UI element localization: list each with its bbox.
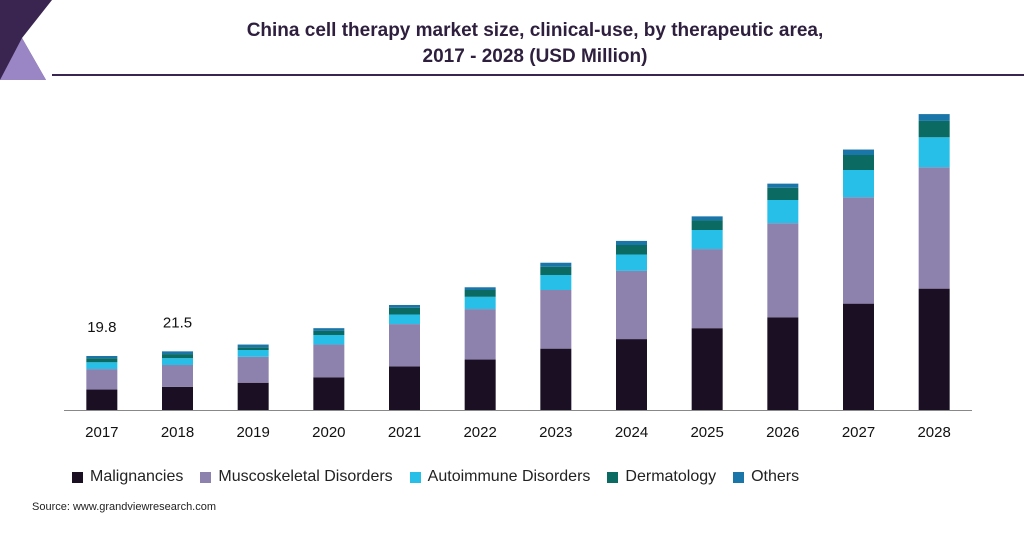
bar-segment-muscoskeletal-disorders-2022 (464, 309, 496, 360)
bar-segment-autoimmune-disorders-2021 (389, 314, 420, 325)
bar-segment-malignancies-2027 (843, 303, 874, 410)
bar-segment-muscoskeletal-disorders-2021 (389, 324, 420, 367)
bar-segment-muscoskeletal-disorders-2028 (918, 167, 950, 289)
legend-swatch (733, 471, 745, 483)
bar-segment-autoimmune-disorders-2019 (237, 350, 269, 357)
legend-item-autoimmune-disorders: Autoimmune Disorders (409, 468, 591, 486)
bar-segment-malignancies-2023 (540, 348, 572, 410)
legend-item-malignancies: Malignancies (72, 468, 183, 486)
bar-segment-dermatology-2023 (540, 266, 572, 275)
x-tick-label-2018: 2018 (161, 424, 194, 441)
x-tick-label-2028: 2028 (917, 424, 950, 441)
bar-segment-others-2021 (389, 305, 420, 308)
bar-segment-muscoskeletal-disorders-2026 (767, 223, 799, 318)
bar-segment-others-2024 (616, 240, 647, 245)
x-tick-label-2026: 2026 (766, 424, 799, 441)
bar-segment-others-2026 (767, 183, 799, 188)
bar-segment-dermatology-2018 (162, 354, 193, 359)
legend-swatch (409, 471, 421, 483)
bar-segment-dermatology-2024 (616, 245, 647, 255)
bar-segment-malignancies-2022 (464, 359, 496, 410)
bar-segment-autoimmune-disorders-2017 (86, 362, 118, 370)
x-tick-label-2023: 2023 (539, 424, 572, 441)
bar-segment-autoimmune-disorders-2018 (162, 358, 193, 365)
bar-segment-autoimmune-disorders-2020 (313, 335, 345, 345)
bar-segment-autoimmune-disorders-2028 (918, 137, 950, 168)
stacked-bar-chart: 2017 2018 2019 2020 2021 2022 2023 2024 2025 2026… (64, 114, 972, 441)
bar-segment-dermatology-2025 (691, 220, 723, 230)
chart-title: China cell therapy market size, clinical… (246, 20, 824, 41)
bar-segment-muscoskeletal-disorders-2020 (313, 344, 345, 378)
x-tick-label-2019: 2019 (236, 424, 269, 441)
bar-segment-malignancies-2024 (616, 339, 647, 410)
bar-segment-autoimmune-disorders-2023 (540, 275, 572, 290)
x-tick-label-2020: 2020 (312, 424, 345, 441)
legend-item-dermatology: Dermatology (607, 468, 716, 486)
data-label-2017: 19.8 (87, 319, 116, 336)
bar-segment-others-2025 (691, 216, 723, 221)
bar-segment-muscoskeletal-disorders-2018 (162, 365, 193, 387)
bar-segment-muscoskeletal-disorders-2017 (86, 369, 118, 390)
bar-segment-others-2020 (313, 328, 345, 331)
bar-segment-autoimmune-disorders-2024 (616, 254, 647, 271)
legend-swatch (72, 471, 83, 483)
bar-segment-others-2017 (86, 356, 118, 359)
bar-segment-autoimmune-disorders-2025 (691, 230, 723, 250)
bar-segment-others-2027 (843, 149, 874, 155)
brand-logo (0, 0, 52, 80)
legend-label: Autoimmune Disorders (427, 468, 591, 485)
bar-segment-malignancies-2020 (313, 377, 345, 410)
bar-segment-dermatology-2026 (767, 187, 799, 200)
bar-segment-malignancies-2025 (691, 328, 723, 410)
bar-segment-malignancies-2017 (86, 389, 118, 410)
logo-light-shape (0, 38, 46, 80)
chart-legend: Malignancies Muscoskeletal Disorders Autoi… (72, 468, 816, 486)
bar-segment-dermatology-2028 (918, 120, 950, 138)
legend-item-others: Others (733, 468, 799, 486)
bar-segment-muscoskeletal-disorders-2024 (616, 270, 647, 340)
legend-item-muscoskeletal-disorders: Muscoskeletal Disorders (200, 468, 393, 486)
bar-segment-muscoskeletal-disorders-2027 (843, 197, 874, 304)
x-tick-label-2025: 2025 (690, 424, 723, 441)
legend-label: Malignancies (90, 468, 184, 485)
bar-segment-malignancies-2018 (162, 386, 193, 410)
title-divider (52, 74, 1024, 76)
bar-segment-dermatology-2019 (237, 347, 269, 350)
legend-swatch (607, 471, 619, 483)
legend-label: Others (751, 468, 800, 485)
legend-label: Dermatology (625, 468, 717, 485)
bar-segment-others-2019 (237, 344, 269, 348)
bar-segment-muscoskeletal-disorders-2025 (691, 249, 723, 329)
bar-segment-others-2022 (464, 287, 496, 290)
bar-segment-muscoskeletal-disorders-2019 (237, 356, 269, 383)
bar-segment-autoimmune-disorders-2022 (464, 296, 496, 310)
x-tick-label-2017: 2017 (85, 424, 118, 441)
bar-segment-others-2023 (540, 262, 572, 267)
bar-segment-dermatology-2021 (389, 307, 420, 315)
legend-swatch (200, 471, 212, 483)
x-tick-label-2027: 2027 (842, 424, 875, 441)
chart-subtitle: 2017 - 2028 (USD Million) (422, 46, 648, 67)
bar-segment-malignancies-2026 (767, 317, 799, 410)
data-label-2018: 21.5 (163, 314, 192, 331)
bar-segment-dermatology-2027 (843, 155, 874, 170)
bar-segment-muscoskeletal-disorders-2023 (540, 290, 572, 349)
x-tick-label-2021: 2021 (388, 424, 421, 441)
x-tick-label-2024: 2024 (615, 424, 648, 441)
bar-segment-malignancies-2028 (918, 288, 950, 410)
chart-title-block: China cell therapy market size, clinical… (100, 18, 970, 70)
x-tick-label-2022: 2022 (463, 424, 496, 441)
bar-segment-autoimmune-disorders-2027 (843, 170, 874, 198)
bar-segment-malignancies-2019 (237, 382, 269, 410)
bar-segment-others-2018 (162, 351, 193, 355)
bar-segment-others-2028 (918, 114, 950, 121)
bar-segment-malignancies-2021 (389, 366, 420, 410)
bar-segment-dermatology-2017 (86, 358, 118, 363)
legend-label: Muscoskeletal Disorders (218, 468, 393, 485)
bar-segment-dermatology-2022 (464, 290, 496, 297)
bar-segment-autoimmune-disorders-2026 (767, 200, 799, 224)
bar-segment-dermatology-2020 (313, 330, 345, 335)
source-note: Source: www.grandviewresearch.com (32, 501, 217, 513)
